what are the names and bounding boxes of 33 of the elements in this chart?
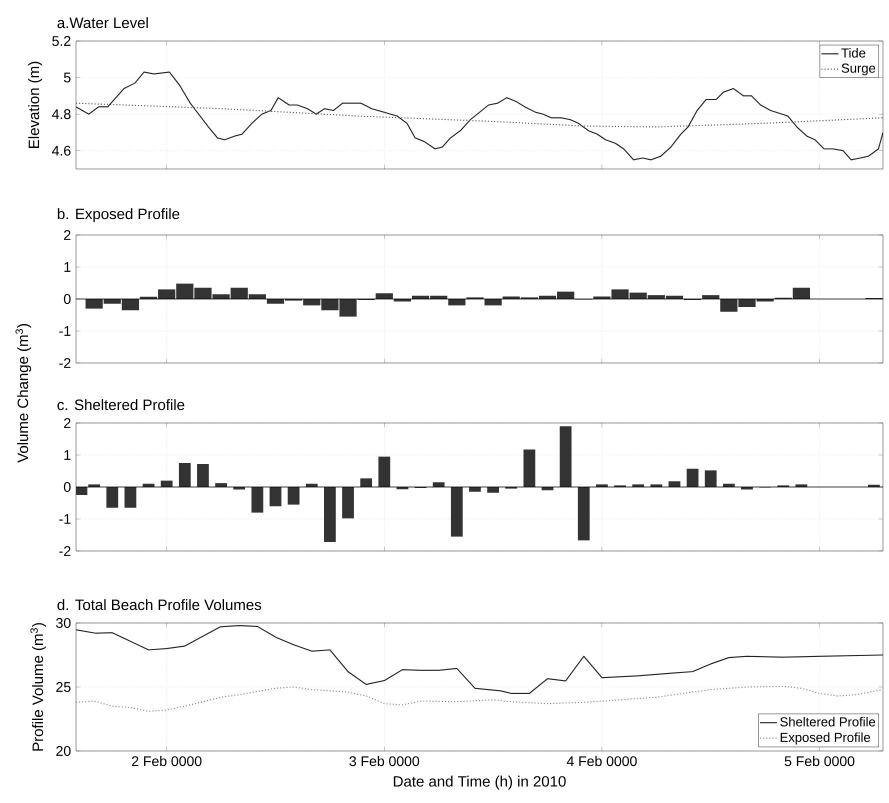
y-tick-label: -2 (59, 546, 70, 556)
chart-title: b. Exposed Profile (58, 208, 180, 222)
chart-title: d. Total Beach Profile Volumes (58, 599, 262, 610)
y-tick-label: 5.2 (52, 36, 70, 46)
y-axis-title: Profile Volume (m$^{3}$) (30, 623, 46, 751)
y-tick-label: 1 (64, 450, 70, 460)
y-tick-label: 4.6 (52, 146, 71, 156)
y-tick-label: 20 (56, 746, 71, 756)
legend-label: Tide (841, 48, 866, 58)
y-tick-label: 0 (64, 482, 71, 492)
y-tick-label: 2 (64, 418, 70, 428)
chart-title: a.Water Level (58, 17, 148, 28)
x-tick-label: 2 Feb 0000 (132, 756, 202, 766)
y-tick-label: 0 (64, 294, 71, 304)
legend-label: Sheltered Profile (780, 716, 876, 726)
y-tick-label: -2 (59, 358, 70, 368)
x-tick-label: 4 Feb 0000 (566, 756, 637, 766)
y-tick-label: 1 (64, 262, 70, 272)
y-tick-label: -1 (59, 326, 70, 336)
legend-label: Exposed Profile (780, 732, 870, 745)
x-axis-title: Date and Time (h) in 2010 (394, 776, 566, 790)
x-tick-label: 3 Feb 0000 (349, 756, 420, 766)
y-axis-title: Elevation (m) (28, 62, 42, 148)
y-tick-label: -1 (59, 514, 70, 524)
y-tick-label: 4.8 (52, 109, 71, 120)
y-tick-label: 2 (64, 230, 70, 240)
x-tick-label: 5 Feb 0000 (784, 756, 854, 766)
y-tick-label: 25 (56, 682, 71, 692)
legend-label: Surge (842, 64, 876, 76)
y-axis-title: Volume Change (m$^{3}$) (15, 324, 32, 463)
y-tick-label: 30 (56, 618, 71, 628)
y-tick-label: 5 (64, 72, 71, 82)
chart-title: c. Sheltered Profile (58, 399, 184, 410)
